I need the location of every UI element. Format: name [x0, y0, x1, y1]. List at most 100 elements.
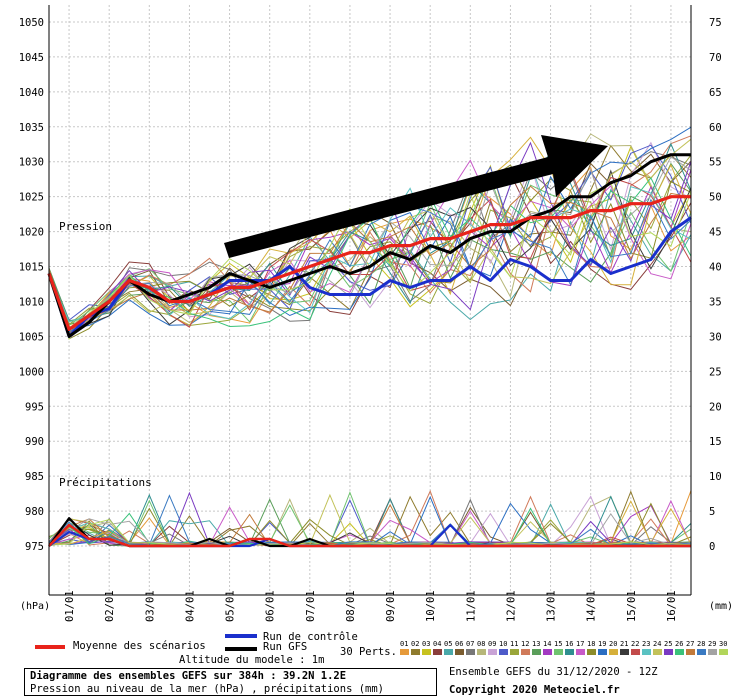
pert-swatch [697, 649, 706, 655]
pert-number: 30 [719, 640, 727, 648]
series-precip-line [48, 523, 691, 548]
left-tick-label: 1030 [19, 157, 44, 169]
pert-number: 12 [521, 640, 529, 648]
pert-number: 08 [477, 640, 485, 648]
left-tick-label: 1000 [19, 366, 44, 378]
perturbation-precip-line [48, 503, 692, 547]
right-tick-label: 50 [709, 192, 722, 204]
series-pressure-line [47, 195, 691, 331]
right-tick-label: 35 [709, 296, 722, 308]
x-tick-label: 03/01 [144, 590, 156, 622]
perturbation-pressure-line [48, 136, 692, 336]
pressure-label: Pression [59, 220, 112, 233]
pert-swatch [675, 649, 684, 655]
pert-swatch [455, 649, 464, 655]
trend-arrow [224, 135, 608, 258]
main-series-lines [47, 153, 692, 548]
left-tick-label: 1020 [19, 227, 44, 239]
pert-swatch [587, 649, 596, 655]
pert-number: 21 [620, 640, 628, 648]
pert-swatch [488, 649, 497, 655]
pert-number: 16 [565, 640, 573, 648]
pert-number: 24 [653, 640, 661, 648]
control-legend-label: Run de contrôle [263, 631, 358, 643]
footer-title: Diagramme des ensembles GEFS sur 384h : … [30, 670, 347, 682]
pert-swatch [631, 649, 640, 655]
pert-swatch [686, 649, 695, 655]
pert-swatch [433, 649, 442, 655]
pert-swatch [499, 649, 508, 655]
x-tick-label: 06/01 [265, 590, 277, 622]
right-tick-label: 75 [709, 17, 722, 29]
pert-swatch [708, 649, 717, 655]
left-tick-label: 980 [25, 506, 44, 518]
left-tick-label: 1025 [19, 192, 44, 204]
pert-number: 01 [400, 640, 408, 648]
right-tick-label: 25 [709, 366, 722, 378]
pert-swatch [411, 649, 420, 655]
pert-number: 22 [631, 640, 639, 648]
pert-number: 29 [708, 640, 716, 648]
pert-swatch [609, 649, 618, 655]
x-tick-label: 01/01 [64, 590, 76, 622]
right-tick-label: 20 [709, 401, 722, 413]
x-tick-label: 04/01 [184, 590, 196, 622]
left-axis-unit: (hPa) [20, 601, 50, 612]
x-tick-label: 14/01 [586, 590, 598, 622]
pert-swatch [653, 649, 662, 655]
pert-number: 07 [466, 640, 474, 648]
pert-swatch [565, 649, 574, 655]
pert-number: 14 [543, 640, 551, 648]
left-tick-label: 1040 [19, 87, 44, 99]
pert-swatch [664, 649, 673, 655]
pert-number: 26 [675, 640, 683, 648]
perturbation-precip-line [48, 507, 692, 547]
trend-arrow-shape [224, 135, 608, 258]
left-tick-label: 1050 [19, 17, 44, 29]
right-tick-label: 65 [709, 87, 722, 99]
left-tick-label: 1010 [19, 296, 44, 308]
pert-swatch [510, 649, 519, 655]
pert-number: 04 [433, 640, 441, 648]
pert-swatch [466, 649, 475, 655]
right-tick-label: 70 [709, 52, 722, 64]
right-tick-label: 30 [709, 331, 722, 343]
left-tick-label: 1005 [19, 331, 44, 343]
pert-number: 06 [455, 640, 463, 648]
pert-number: 02 [411, 640, 419, 648]
pert-swatch [400, 649, 409, 655]
pert-number: 05 [444, 640, 452, 648]
pert-number: 13 [532, 640, 540, 648]
pert-number: 09 [488, 640, 496, 648]
pert-number: 28 [697, 640, 705, 648]
pert-number: 23 [642, 640, 650, 648]
pert-swatch [576, 649, 585, 655]
perturbation-legend: 01 02 03 04 05 06 07 08 09 10 11 12 13 14 15 16 17 18 19 20… [400, 640, 728, 655]
pert-number: 10 [499, 640, 507, 648]
altitude-label: Altitude du modele : 1m [179, 654, 325, 666]
perturbation-pressure-line [48, 145, 692, 326]
perturbation-precip-line [48, 494, 692, 547]
mean-swatch [35, 645, 65, 649]
right-tick-label: 55 [709, 157, 722, 169]
pert-number: 03 [422, 640, 430, 648]
right-axis-unit: (mm) [709, 601, 733, 612]
x-tick-label: 09/01 [385, 590, 397, 622]
gfs-swatch [225, 647, 257, 651]
pert-number: 11 [510, 640, 518, 648]
perturbation-precip-line [48, 519, 692, 547]
pert-swatch [554, 649, 563, 655]
left-tick-label: 1015 [19, 262, 44, 274]
left-tick-label: 975 [25, 541, 44, 553]
footer-box: Diagramme des ensembles GEFS sur 384h : … [24, 668, 437, 696]
pert-swatch [642, 649, 651, 655]
pert-swatch [477, 649, 486, 655]
pert-swatch [598, 649, 607, 655]
pert-number: 25 [664, 640, 672, 648]
x-tick-label: 12/01 [505, 590, 517, 622]
pert-swatch [532, 649, 541, 655]
gfs-legend-label: Run GFS [263, 641, 308, 653]
right-tick-label: 0 [709, 541, 715, 553]
pert-swatch [719, 649, 728, 655]
pert-swatch [444, 649, 453, 655]
